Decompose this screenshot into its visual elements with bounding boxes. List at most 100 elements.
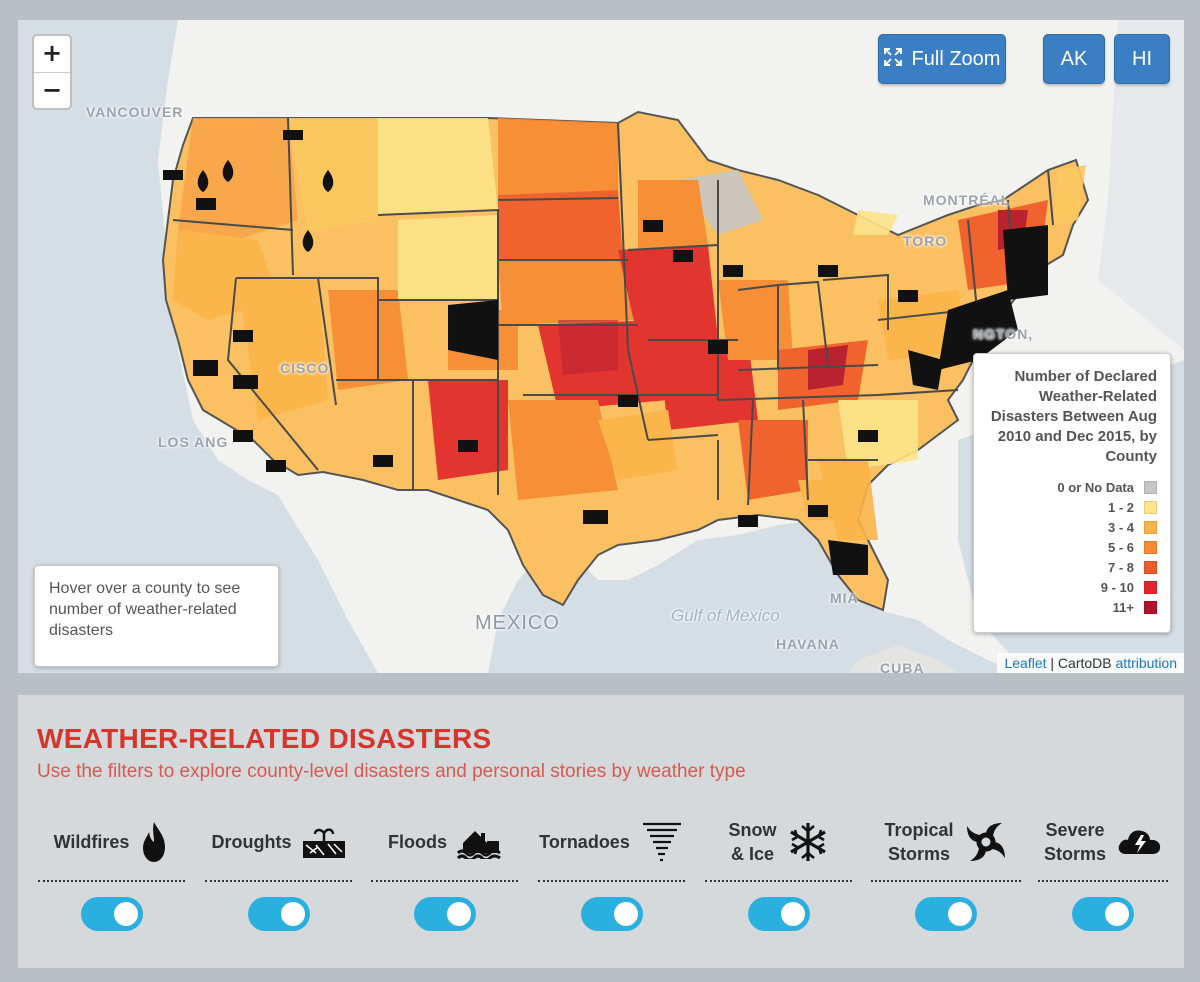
- toggle-knob: [948, 902, 972, 926]
- filter-toggle[interactable]: [748, 897, 810, 931]
- toggle-knob: [281, 902, 305, 926]
- filter-label-line1: Droughts: [211, 832, 292, 852]
- legend-item-label: 0 or No Data: [1057, 479, 1134, 495]
- hurricane-icon: [964, 820, 1008, 864]
- drought-icon: [302, 825, 346, 859]
- place-label: CISCO: [280, 360, 330, 376]
- filter-divider: [205, 880, 352, 882]
- filter-label-line2: Storms: [1043, 844, 1106, 864]
- attribution-link[interactable]: attribution: [1115, 655, 1177, 671]
- filter-floods: Floods: [371, 817, 518, 937]
- filter-label: Severe Storms: [1038, 817, 1168, 867]
- legend-item: 9 - 10: [987, 577, 1157, 597]
- filter-label-text: Tropical Storms: [884, 818, 953, 866]
- full-zoom-label: Full Zoom: [911, 48, 1001, 70]
- filter-label-line1: Snow: [728, 820, 777, 840]
- place-label: HAVANA: [776, 636, 840, 652]
- filter-toggle[interactable]: [248, 897, 310, 931]
- filter-label-line1: Wildfires: [53, 832, 130, 852]
- hover-info-box: Hover over a county to see number of wea…: [34, 565, 279, 667]
- full-zoom-button[interactable]: Full Zoom: [878, 34, 1006, 84]
- filter-divider: [871, 880, 1021, 882]
- panel-subtitle: Use the filters to explore county-level …: [37, 761, 746, 782]
- legend-swatch: [1144, 480, 1157, 494]
- place-label: MONTRÉAL: [923, 192, 1011, 208]
- hawaii-button[interactable]: HI: [1114, 34, 1170, 84]
- fire-icon: [139, 821, 169, 863]
- filter-droughts: Droughts: [205, 817, 352, 937]
- place-label: TORO: [903, 233, 948, 249]
- filter-divider: [538, 880, 685, 882]
- legend-item: 1 - 2: [987, 497, 1157, 517]
- place-label: CUBA: [880, 660, 925, 673]
- legend-item: 3 - 4: [987, 517, 1157, 537]
- legend-item-label: 9 - 10: [1100, 579, 1134, 595]
- disaster-map[interactable]: VANCOUVER MONTRÉAL TORO LOS ANG CISCO NG…: [18, 20, 1184, 673]
- snowflake-icon: [787, 821, 829, 863]
- place-label: LOS ANG: [158, 434, 229, 450]
- filter-label-line1: Tornadoes: [539, 832, 630, 852]
- filter-label: Droughts: [205, 817, 352, 867]
- filter-label: Wildfires: [38, 817, 185, 867]
- filter-divider: [371, 880, 518, 882]
- filter-toggle[interactable]: [414, 897, 476, 931]
- toggle-knob: [1105, 902, 1129, 926]
- filter-label-text: Wildfires: [54, 830, 130, 854]
- filter-divider: [705, 880, 852, 882]
- legend-item-label: 11+: [1112, 599, 1134, 615]
- tornado-icon: [640, 820, 684, 864]
- storm-cloud-icon: [1116, 826, 1162, 858]
- filter-toggle[interactable]: [581, 897, 643, 931]
- place-label: Gulf of Mexico: [671, 606, 780, 625]
- legend-item: 11+: [987, 597, 1157, 617]
- legend-item: 7 - 8: [987, 557, 1157, 577]
- legend-item-label: 7 - 8: [1107, 559, 1134, 575]
- filter-label-text: Tornadoes: [539, 830, 630, 854]
- filter-toggle[interactable]: [81, 897, 143, 931]
- filter-label-line1: Floods: [388, 832, 447, 852]
- toggle-knob: [781, 902, 805, 926]
- filter-label-line1: Severe: [1045, 820, 1105, 840]
- toggle-knob: [114, 902, 138, 926]
- place-label: MIA: [830, 590, 859, 606]
- leaflet-link[interactable]: Leaflet: [1004, 655, 1047, 671]
- filter-tornadoes: Tornadoes: [538, 817, 685, 937]
- filter-label-line2: Storms: [887, 844, 950, 864]
- filter-divider: [38, 880, 185, 882]
- zoom-out-button[interactable]: −: [41, 76, 63, 104]
- flood-icon: [457, 825, 501, 859]
- expand-icon: [883, 36, 902, 84]
- panel-title: WEATHER-RELATED DISASTERS: [37, 723, 492, 754]
- zoom-in-button[interactable]: +: [34, 36, 70, 73]
- zoom-control: + −: [32, 34, 72, 110]
- filter-label: Tornadoes: [538, 817, 685, 867]
- filter-toggle[interactable]: [915, 897, 977, 931]
- legend-swatch: [1144, 580, 1157, 594]
- map-legend: Number of Declared Weather-Related Disas…: [973, 353, 1171, 633]
- filter-label-line2: & Ice: [730, 844, 775, 864]
- filter-label-line1: Tropical: [884, 820, 954, 840]
- filter-label: Tropical Storms: [871, 817, 1021, 867]
- filter-label-text: Snow & Ice: [729, 818, 777, 866]
- filter-label-text: Floods: [388, 830, 447, 854]
- filter-toggle[interactable]: [1072, 897, 1134, 931]
- place-label: MEXICO: [475, 612, 560, 634]
- basemap: [18, 20, 1184, 673]
- legend-swatch: [1144, 600, 1157, 614]
- filter-label: Floods: [371, 817, 518, 867]
- toggle-knob: [447, 902, 471, 926]
- legend-swatch: [1144, 500, 1157, 514]
- filter-label-text: Droughts: [212, 830, 292, 854]
- filter-wildfires: Wildfires: [38, 817, 185, 937]
- filter-divider: [1038, 880, 1168, 882]
- alaska-button[interactable]: AK: [1043, 34, 1105, 84]
- legend-swatch: [1144, 540, 1157, 554]
- map-attribution: Leaflet | CartoDB attribution: [997, 653, 1184, 673]
- legend-swatch: [1144, 520, 1157, 534]
- legend-item: 0 or No Data: [987, 477, 1157, 497]
- legend-item-label: 3 - 4: [1107, 519, 1134, 535]
- filter-snow: Snow & Ice: [705, 817, 852, 937]
- filter-tropical: Tropical Storms: [871, 817, 1021, 937]
- map-disaster-markers: [163, 130, 1048, 575]
- toggle-knob: [614, 902, 638, 926]
